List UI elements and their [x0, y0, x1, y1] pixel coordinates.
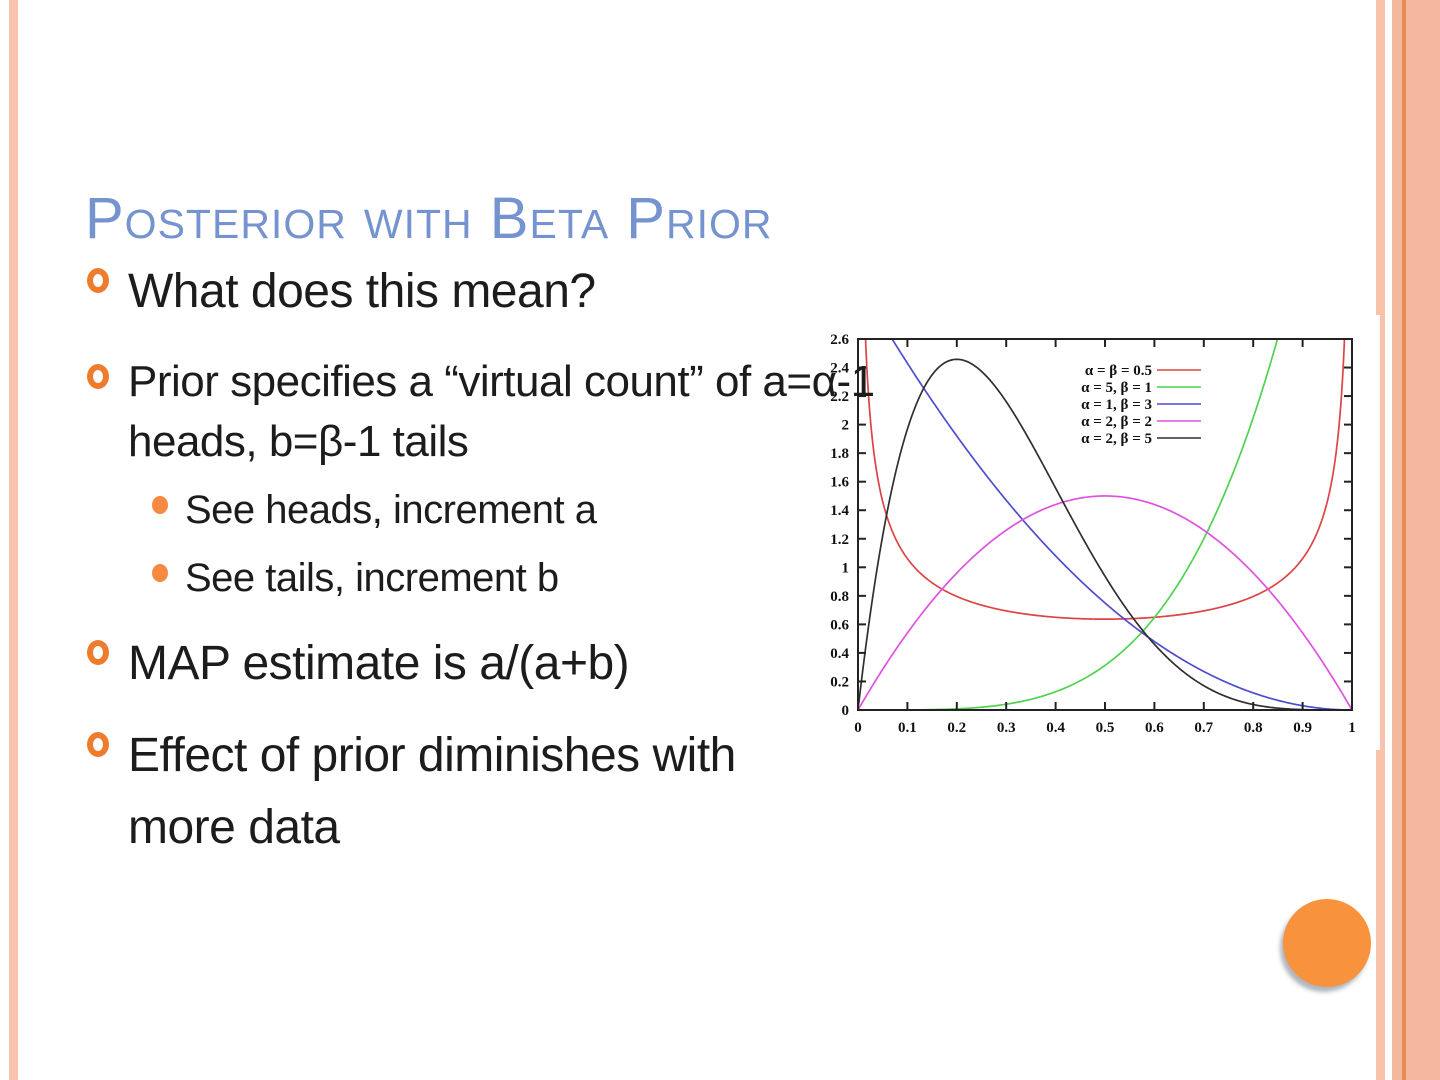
y-tick-label: 2.2 — [830, 389, 849, 405]
curve-alpha0.5-beta0.5 — [864, 339, 1346, 621]
curve-alpha2-beta5 — [858, 358, 1352, 710]
left-border-stripe — [9, 0, 18, 1080]
bullet-item: What does this mean? — [85, 256, 908, 328]
bullet-item: Prior specifies a “virtual count” of a=α… — [85, 352, 908, 472]
curve-alpha2-beta2 — [858, 495, 1352, 710]
y-tick-label: 1.4 — [830, 503, 849, 519]
bullet-text: See heads, increment a — [185, 487, 597, 532]
beta-pdf-plot: 0 0.1 0.2 0.3 0.4 0.5 0.6 0.7 0.8 0.9 1 0 0.2 0.4 0.6 0… — [830, 332, 1356, 736]
bullet-text: What does this mean? — [128, 265, 596, 318]
y-tick-label: 1.6 — [830, 475, 849, 491]
x-tick-label: 0 — [854, 720, 862, 736]
legend-label: α = 2, β = 5 — [1081, 431, 1152, 447]
bullet-dot-icon — [152, 495, 168, 514]
legend-label: α = β = 0.5 — [1085, 363, 1152, 379]
legend-label: α = 5, β = 1 — [1081, 380, 1152, 396]
legend: α = β = 0.5α = 5, β = 1α = 1, β = 3α = 2… — [1081, 363, 1201, 447]
ticks-group — [857, 338, 1353, 711]
bullet-ring-icon — [87, 268, 109, 293]
bullet-ring-icon — [87, 639, 109, 665]
bullet-sub-item: See tails, increment b — [152, 554, 908, 602]
x-tick-label: 0.3 — [997, 720, 1016, 736]
y-tick-label: 1.2 — [830, 532, 849, 548]
bullet-ring-icon — [87, 364, 109, 389]
y-tick-label: 0.2 — [830, 674, 849, 690]
curve-alpha1-beta3 — [891, 339, 1352, 710]
beta-pdf-chart: 0 0.1 0.2 0.3 0.4 0.5 0.6 0.7 0.8 0.9 1 0 0.2 0.4 0.6 0… — [800, 315, 1380, 750]
bullet-text: MAP estimate is a/(a+b) — [128, 636, 630, 690]
y-tick-label: 0.8 — [830, 589, 849, 605]
y-tick-label: 0.4 — [830, 646, 849, 662]
y-tick-label: 2 — [842, 418, 850, 434]
right-border-band — [1392, 0, 1440, 1080]
bullet-item: MAP estimate is a/(a+b) — [85, 628, 908, 700]
y-tick-label: 0 — [842, 703, 850, 719]
right-border-accent-line — [1402, 0, 1406, 1080]
tick-labels-group: 0 0.1 0.2 0.3 0.4 0.5 0.6 0.7 0.8 0.9 1 0 0.2 0.4 0.6 0… — [830, 332, 1356, 736]
page-number-circle — [1283, 899, 1371, 987]
bullet-text: See tails, increment b — [185, 555, 559, 600]
x-tick-label: 0.9 — [1293, 720, 1312, 736]
y-tick-label: 1.8 — [830, 446, 849, 462]
x-tick-label: 0.2 — [947, 720, 966, 736]
legend-label: α = 2, β = 2 — [1081, 414, 1152, 430]
y-tick-label: 2.6 — [830, 332, 849, 348]
bullet-list: What does this mean? Prior specifies a “… — [85, 256, 908, 864]
x-tick-label: 0.4 — [1046, 720, 1065, 736]
right-border-thin-stripe — [1376, 0, 1385, 1080]
bullet-dot-icon — [152, 563, 168, 582]
y-tick-label: 0.6 — [830, 617, 849, 633]
bullet-ring-icon — [87, 731, 109, 757]
legend-label: α = 1, β = 3 — [1081, 397, 1152, 413]
x-tick-label: 0.6 — [1145, 720, 1164, 736]
y-tick-label: 2.4 — [830, 361, 849, 377]
y-tick-label: 1 — [842, 560, 850, 576]
bullet-text: Prior specifies a “virtual count” of a=α… — [128, 357, 875, 466]
bullet-text: Effect of prior diminishes with more dat… — [128, 728, 736, 854]
x-tick-label: 0.5 — [1096, 720, 1115, 736]
x-tick-label: 0.8 — [1244, 720, 1263, 736]
x-tick-label: 0.1 — [898, 720, 917, 736]
bullet-sub-item: See heads, increment a — [152, 486, 908, 534]
bullet-item: Effect of prior diminishes with more dat… — [85, 720, 908, 864]
slide-title: Posterior with Beta Prior — [85, 185, 773, 251]
x-tick-label: 0.7 — [1194, 720, 1213, 736]
x-tick-label: 1 — [1348, 720, 1356, 736]
